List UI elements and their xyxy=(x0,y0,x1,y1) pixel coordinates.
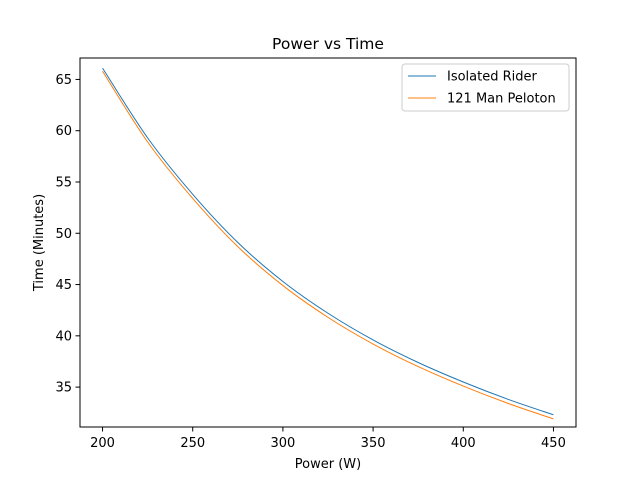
legend: Isolated Rider 121 Man Peloton xyxy=(401,63,570,112)
legend-label-isolated-rider: Isolated Rider xyxy=(447,70,538,85)
y-tick-label: 65 xyxy=(55,73,72,88)
y-tick-label: 40 xyxy=(55,329,72,344)
series-line-121-man-peloton xyxy=(102,70,554,420)
y-tick-label: 50 xyxy=(55,227,72,242)
y-axis-ticks: 35 40 45 50 55 60 65 xyxy=(55,73,80,396)
legend-label-121-man-peloton: 121 Man Peloton xyxy=(447,92,556,107)
x-tick-label: 350 xyxy=(361,436,386,451)
axes-frame xyxy=(79,57,577,428)
y-tick-label: 45 xyxy=(55,278,72,293)
y-tick-label: 55 xyxy=(55,175,72,190)
y-axis-label: Time (Minutes) xyxy=(32,194,47,292)
y-tick-label: 35 xyxy=(55,381,72,396)
chart-title: Power vs Time xyxy=(272,35,384,53)
x-tick-label: 400 xyxy=(451,436,476,451)
series-line-isolated-rider xyxy=(102,67,554,416)
x-tick-label: 450 xyxy=(541,436,566,451)
x-axis-label: Power (W) xyxy=(295,457,361,472)
y-tick-label: 60 xyxy=(55,124,72,139)
x-tick-label: 200 xyxy=(90,436,115,451)
series-lines xyxy=(102,67,554,420)
x-tick-label: 300 xyxy=(270,436,295,451)
x-tick-label: 250 xyxy=(180,436,205,451)
x-axis-ticks: 200 250 300 350 400 450 xyxy=(90,427,566,451)
legend-box xyxy=(401,63,570,112)
